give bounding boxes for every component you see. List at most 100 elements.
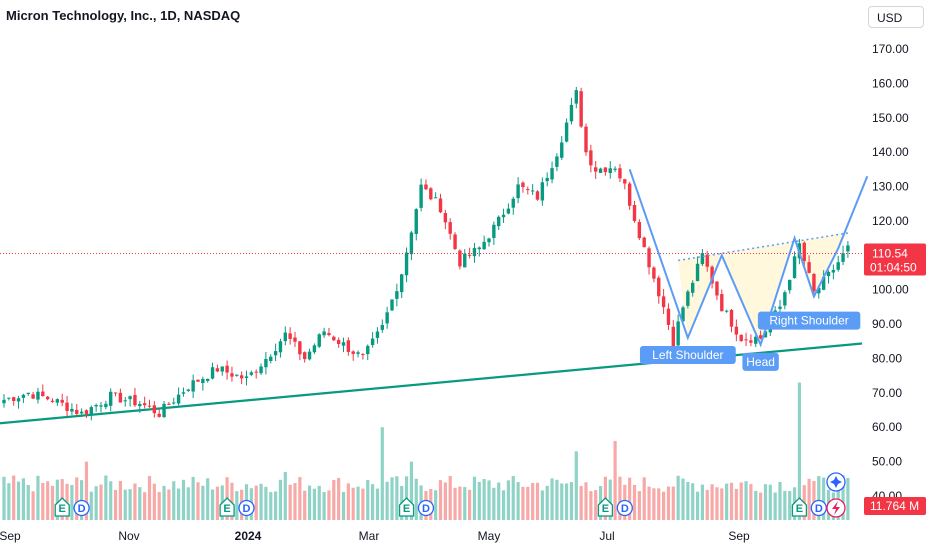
- volume-bar: [215, 486, 219, 520]
- candle: [230, 373, 234, 377]
- volume-bar: [177, 488, 181, 520]
- candle: [555, 156, 559, 167]
- volume-bar: [540, 490, 544, 520]
- volume-bar: [332, 480, 336, 520]
- volume-bar: [278, 479, 283, 520]
- marker-text: E: [403, 503, 410, 515]
- earnings-marker[interactable]: E: [54, 497, 70, 517]
- volume-bar: [346, 483, 350, 520]
- earnings-marker[interactable]: E: [597, 497, 614, 517]
- volume-bar: [715, 487, 719, 520]
- candle: [511, 198, 515, 208]
- volume-bar: [686, 482, 690, 520]
- volume-bar: [201, 485, 205, 520]
- candle: [254, 371, 258, 373]
- volume-bar: [817, 476, 821, 520]
- volume-bar: [555, 479, 559, 520]
- candle: [695, 263, 700, 282]
- candle: [303, 352, 307, 360]
- volume-bar: [725, 483, 729, 520]
- candle: [846, 245, 850, 252]
- earnings-marker[interactable]: E: [791, 497, 808, 517]
- volume-bar: [133, 483, 137, 520]
- volume-bar: [545, 485, 549, 520]
- volume-bar: [613, 440, 617, 520]
- marker-text: E: [59, 503, 66, 515]
- candle: [283, 332, 287, 342]
- volume-bar: [676, 475, 680, 520]
- candle: [530, 190, 535, 192]
- candle: [497, 216, 501, 227]
- candle: [264, 358, 268, 368]
- volume-bar: [366, 479, 370, 520]
- countdown-timer: 01:04:50: [870, 260, 917, 274]
- candle: [535, 191, 540, 200]
- candle: [65, 402, 69, 411]
- dividend-marker[interactable]: D: [238, 499, 255, 517]
- candle: [676, 321, 680, 346]
- candle: [142, 403, 147, 406]
- candle: [366, 345, 370, 355]
- candle: [249, 372, 254, 375]
- volume-bar: [584, 482, 588, 520]
- volume-bar: [662, 491, 666, 520]
- candle: [516, 184, 520, 199]
- volume-bar: [443, 482, 447, 520]
- volume-bars: [2, 382, 850, 520]
- candle: [206, 378, 210, 381]
- earnings-marker[interactable]: E: [398, 497, 415, 517]
- candle: [167, 403, 171, 405]
- candle: [346, 340, 351, 352]
- candle: [666, 308, 671, 325]
- volume-bar: [841, 475, 845, 520]
- candle: [273, 351, 278, 356]
- dividend-badge: [616, 499, 633, 517]
- candle: [467, 254, 472, 256]
- candle: [754, 336, 758, 344]
- volume-bar: [288, 484, 292, 520]
- volume-bar: [812, 481, 816, 520]
- candle: [395, 291, 399, 299]
- lightning-icon[interactable]: [826, 498, 846, 518]
- candle: [133, 394, 137, 406]
- x-axis: Sep Nov 2024 Mar May Jul Sep: [0, 529, 750, 543]
- candle: [482, 241, 486, 250]
- candle: [176, 394, 181, 404]
- candle: [220, 366, 224, 372]
- volume-bar: [84, 461, 89, 520]
- x-tick-label: May: [478, 529, 501, 543]
- dividend-badge: [810, 499, 827, 517]
- volume-bar: [637, 491, 641, 520]
- candle: [55, 399, 60, 403]
- x-tick-label: Sep: [0, 529, 21, 543]
- earnings-badge: [219, 497, 235, 517]
- sparkle-icon[interactable]: [826, 472, 846, 492]
- dividend-marker[interactable]: D: [616, 499, 633, 517]
- volume-bar: [691, 483, 695, 520]
- candle: [700, 253, 705, 265]
- volume-bar: [729, 482, 734, 520]
- dividend-marker[interactable]: D: [73, 499, 90, 517]
- candle: [802, 242, 806, 262]
- candle: [710, 266, 714, 284]
- candle: [671, 326, 675, 347]
- candle: [560, 142, 564, 158]
- volume-bar: [628, 477, 632, 520]
- dividend-marker[interactable]: D: [417, 499, 435, 517]
- y-tick-label: 70.00: [872, 386, 902, 400]
- candle: [579, 91, 583, 127]
- dividend-marker[interactable]: D: [810, 499, 827, 517]
- volume-bar: [734, 488, 738, 520]
- candle: [739, 334, 743, 342]
- earnings-marker[interactable]: E: [219, 497, 235, 517]
- candle: [550, 168, 554, 180]
- candle: [419, 184, 423, 208]
- currency-selector[interactable]: USD: [868, 6, 924, 28]
- candle: [744, 339, 748, 341]
- y-tick-label: 130.00: [872, 180, 909, 194]
- volume-bar: [579, 485, 583, 520]
- volume-bar: [535, 482, 540, 520]
- candle: [778, 306, 782, 309]
